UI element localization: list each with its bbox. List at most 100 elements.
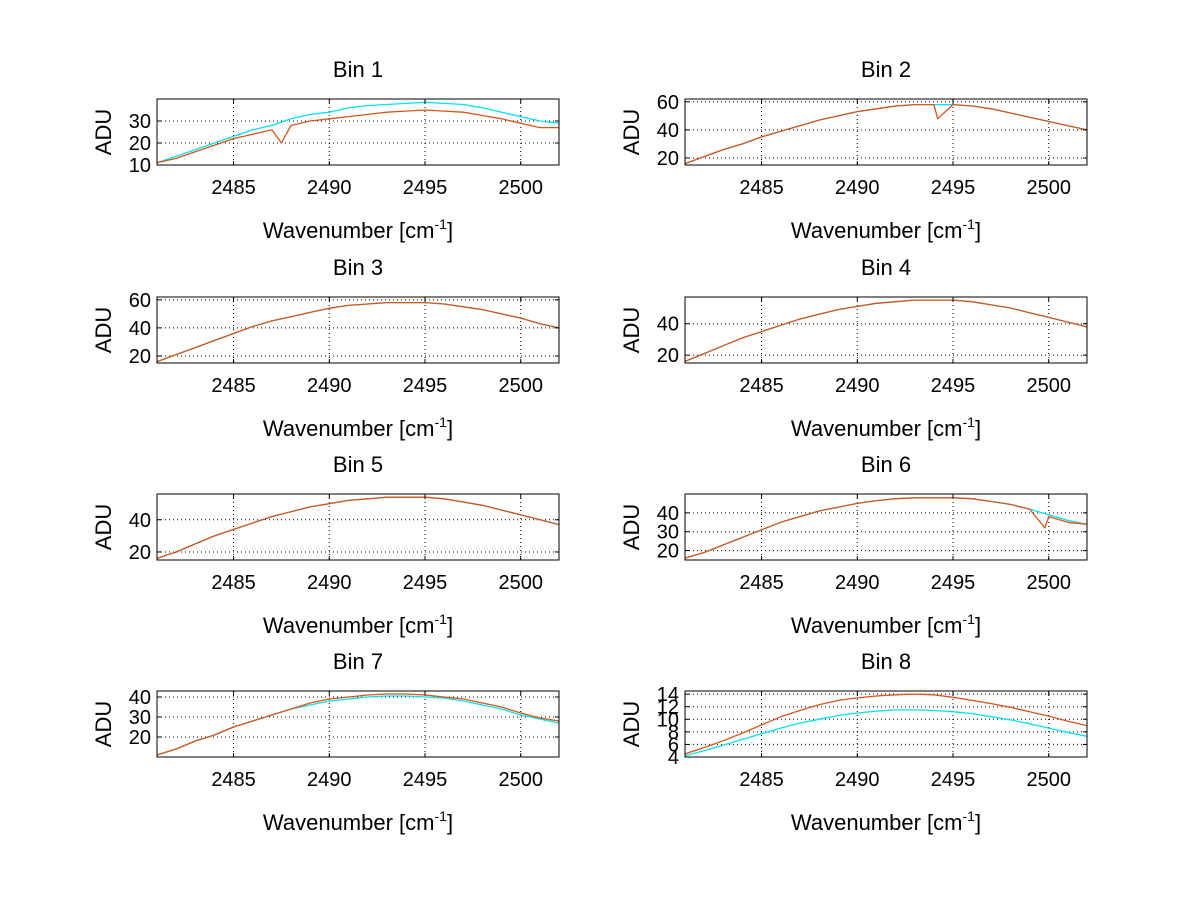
x-tick-label: 2485 <box>739 177 784 199</box>
x-axis-label-text: Wavenumber [cm <box>791 613 963 638</box>
plot-frame <box>156 98 560 166</box>
x-tick-label: 2500 <box>1026 177 1071 199</box>
y-tick-label: 20 <box>129 542 151 564</box>
y-tick-label: 8 <box>668 722 679 744</box>
x-tick-label: 2500 <box>498 375 543 397</box>
y-tick-label: 20 <box>129 346 151 368</box>
x-axis-label-end: ] <box>447 218 453 243</box>
subplot-5: Bin 5 2485 2490 2495 2500 20 40 Wavenumber [cm-… <box>91 452 560 638</box>
x-axis-label: Wavenumber [cm-1] <box>791 808 981 835</box>
x-tick-label: 2490 <box>835 572 880 594</box>
y-tick-label: 40 <box>657 120 679 142</box>
subplot-title: Bin 6 <box>861 452 911 477</box>
x-axis-label-text: Wavenumber [cm <box>263 810 435 835</box>
subplot-title: Bin 5 <box>333 452 383 477</box>
plot-frame <box>156 296 560 364</box>
y-axis-label: ADU <box>619 307 644 353</box>
plot-frame <box>684 690 1088 758</box>
x-axis-label-end: ] <box>447 416 453 441</box>
series-line-1 <box>156 101 560 164</box>
x-tick-label: 2495 <box>403 572 448 594</box>
x-axis-label-end: ] <box>975 416 981 441</box>
x-tick-label: 2495 <box>931 177 976 199</box>
y-tick-label: 30 <box>129 707 151 729</box>
x-axis-label-superscript: -1 <box>963 414 976 430</box>
x-axis-label: Wavenumber [cm-1] <box>263 216 453 243</box>
x-tick-label: 2490 <box>835 375 880 397</box>
x-axis-label-text: Wavenumber [cm <box>791 810 963 835</box>
x-axis-label-superscript: -1 <box>435 216 448 232</box>
y-tick-label: 20 <box>129 727 151 749</box>
x-axis-label-superscript: -1 <box>435 611 448 627</box>
series-line-2 <box>156 109 559 164</box>
x-axis-label-end: ] <box>975 613 981 638</box>
x-axis-label-text: Wavenumber [cm <box>263 218 435 243</box>
y-axis-label: ADU <box>91 307 116 353</box>
x-tick-label: 2495 <box>931 375 976 397</box>
series-line-2 <box>684 299 1088 363</box>
x-axis-label-end: ] <box>447 810 453 835</box>
plot-frame <box>684 493 1088 561</box>
x-axis-label: Wavenumber [cm-1] <box>791 414 981 441</box>
x-tick-label: 2500 <box>1026 375 1071 397</box>
subplot-title: Bin 2 <box>861 57 911 82</box>
series-line-2 <box>156 496 560 560</box>
x-tick-label: 2495 <box>403 375 448 397</box>
y-tick-label: 12 <box>657 697 679 719</box>
x-tick-label: 2490 <box>307 572 352 594</box>
x-axis-label: Wavenumber [cm-1] <box>791 216 981 243</box>
series-line-2 <box>684 103 1088 165</box>
x-tick-label: 2495 <box>403 177 448 199</box>
plot-frame <box>156 690 560 758</box>
y-tick-label: 40 <box>129 318 151 340</box>
y-tick-label: 14 <box>657 684 679 706</box>
y-axis-label: ADU <box>91 504 116 550</box>
y-tick-label: 10 <box>657 709 679 731</box>
plot-frame <box>684 98 1088 166</box>
x-tick-label: 2500 <box>1026 769 1071 791</box>
subplot-title: Bin 7 <box>333 649 383 674</box>
y-tick-label: 10 <box>129 155 151 177</box>
y-tick-label: 4 <box>668 747 679 769</box>
subplot-title: Bin 1 <box>333 57 383 82</box>
series-line-2 <box>684 497 1088 559</box>
x-tick-label: 2485 <box>211 572 256 594</box>
x-axis-label: Wavenumber [cm-1] <box>263 611 453 638</box>
x-axis-label-text: Wavenumber [cm <box>791 416 963 441</box>
x-tick-label: 2485 <box>211 375 256 397</box>
y-tick-label: 6 <box>668 734 679 756</box>
x-axis-label-end: ] <box>447 613 453 638</box>
subplot-4: Bin 4 2485 2490 2495 2500 20 40 Wavenumber [cm-… <box>619 255 1088 441</box>
x-tick-label: 2495 <box>931 572 976 594</box>
x-axis-label-end: ] <box>975 218 981 243</box>
y-axis-label: ADU <box>91 109 116 155</box>
y-tick-label: 30 <box>129 111 151 133</box>
x-axis-label-superscript: -1 <box>435 414 448 430</box>
x-tick-label: 2495 <box>403 769 448 791</box>
y-tick-label: 20 <box>657 148 679 170</box>
plot-frame <box>156 493 560 561</box>
x-tick-label: 2485 <box>739 572 784 594</box>
x-axis-label-text: Wavenumber [cm <box>263 613 435 638</box>
x-tick-label: 2490 <box>307 769 352 791</box>
subplot-3: Bin 3 2485 2490 2495 2500 20 40 60 Wavenumber [c… <box>91 255 560 441</box>
x-axis-label-end: ] <box>975 810 981 835</box>
y-axis-label: ADU <box>91 701 116 747</box>
y-axis-label: ADU <box>619 504 644 550</box>
y-tick-label: 60 <box>657 92 679 114</box>
subplot-title: Bin 8 <box>861 649 911 674</box>
series-line-2 <box>156 301 560 363</box>
series-line-2 <box>684 693 1088 755</box>
y-tick-label: 20 <box>657 345 679 367</box>
x-tick-label: 2490 <box>835 769 880 791</box>
x-axis-label: Wavenumber [cm-1] <box>263 808 453 835</box>
subplot-2: Bin 2 2485 2490 2495 2500 20 40 60 Wavenumber [c… <box>619 57 1088 243</box>
y-tick-label: 40 <box>129 687 151 709</box>
x-axis-label-superscript: -1 <box>435 808 448 824</box>
y-tick-label: 40 <box>129 510 151 532</box>
x-tick-label: 2490 <box>307 375 352 397</box>
